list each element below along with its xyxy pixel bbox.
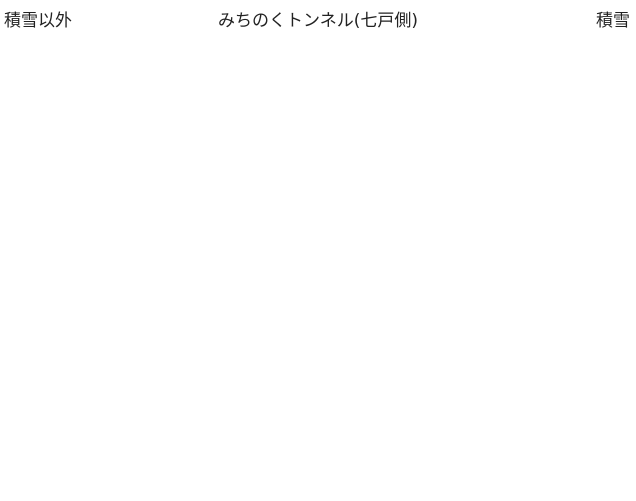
right-axis-label: 積雪 bbox=[596, 11, 630, 31]
left-axis-label: 積雪以外 bbox=[4, 11, 72, 31]
chart-title: みちのくトンネル(七戸側) bbox=[218, 11, 418, 31]
